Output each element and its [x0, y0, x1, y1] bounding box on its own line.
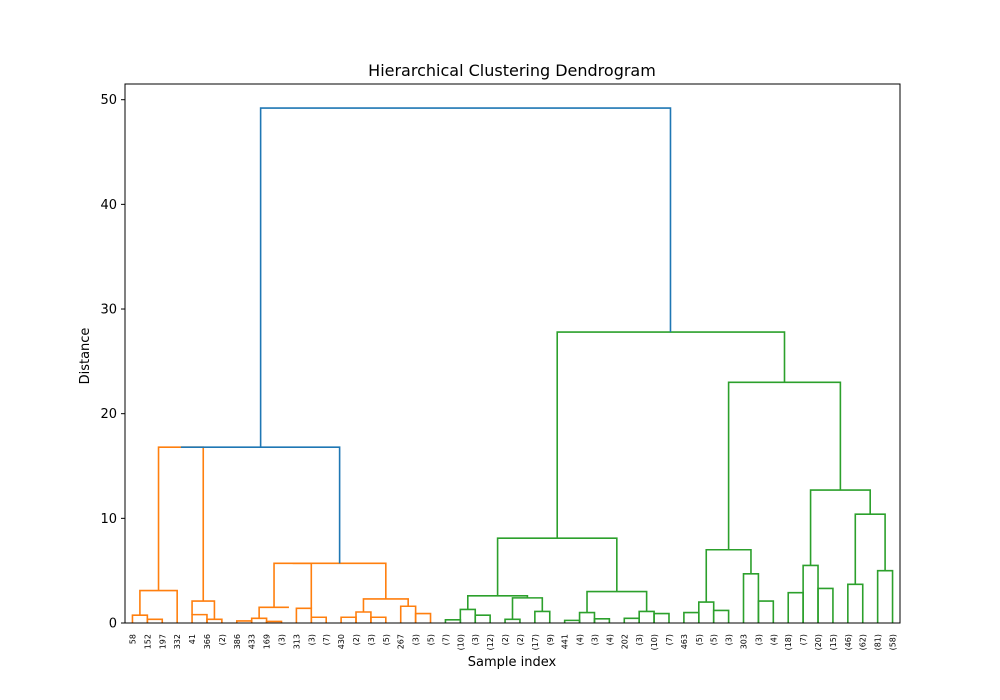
y-tick-label: 0 — [109, 617, 117, 632]
dendrogram-link — [705, 548, 752, 603]
leaf-label: 386 — [233, 634, 242, 649]
leaf-label: (4) — [769, 634, 778, 645]
dendrogram-link — [206, 618, 223, 623]
leaf-label: (17) — [531, 634, 540, 650]
chart-title: Hierarchical Clustering Dendrogram — [368, 61, 656, 80]
leaf-label: (5) — [695, 634, 704, 645]
dendrogram-link — [474, 614, 491, 623]
leaf-label: 430 — [337, 634, 346, 649]
dendrogram-link — [259, 107, 672, 448]
leaf-label: 332 — [173, 634, 182, 649]
leaf-label: 303 — [740, 634, 749, 649]
leaf-label: 433 — [248, 634, 257, 649]
leaf-label: (7) — [441, 634, 450, 645]
dendrogram-link — [265, 620, 283, 623]
x-axis-label: Sample index — [468, 655, 557, 670]
leaf-label: 313 — [292, 634, 301, 649]
dendrogram-link — [809, 489, 871, 566]
leaf-label: 463 — [680, 634, 689, 649]
leaf-label: 366 — [203, 634, 212, 649]
leaf-label: (20) — [814, 634, 823, 650]
leaf-label: (5) — [427, 634, 436, 645]
y-axis-label: Distance — [78, 328, 93, 385]
dendrogram-link — [146, 618, 164, 623]
y-tick-label: 40 — [100, 198, 117, 213]
dendrogram-link — [504, 618, 521, 623]
leaf-label: (7) — [799, 634, 808, 645]
plot-frame — [124, 83, 901, 624]
x-axis-leaf-labels: 58 152 197 332 41 366 (2) 386 433 169 (3) 313 (3) (7)… — [128, 634, 897, 650]
leaf-label: (2) — [218, 634, 227, 645]
leaf-label: (15) — [829, 634, 838, 650]
leaf-label: (3) — [471, 634, 480, 645]
y-tick-label: 10 — [100, 512, 117, 527]
leaf-label: (62) — [859, 634, 868, 650]
leaf-label: (5) — [710, 634, 719, 645]
leaf-label: (10) — [456, 634, 465, 650]
leaf-label: 202 — [620, 634, 629, 649]
dendrogram-link — [727, 381, 842, 550]
leaf-label: (58) — [889, 634, 898, 650]
dendrogram-link — [258, 606, 289, 619]
dendrogram-link — [742, 573, 760, 623]
dendrogram-link — [653, 612, 670, 623]
dendrogram-link — [876, 569, 894, 623]
leaf-label: (4) — [576, 634, 585, 645]
dendrogram-link — [817, 587, 834, 623]
dendrogram-link — [370, 616, 387, 623]
dendrogram-link — [534, 610, 551, 623]
leaf-label: (3) — [635, 634, 644, 645]
dendrogram-link — [273, 562, 313, 609]
leaf-label: (7) — [322, 634, 331, 645]
leaf-label: (2) — [516, 634, 525, 645]
leaf-label: (3) — [412, 634, 421, 645]
leaf-label: (10) — [650, 634, 659, 650]
leaf-label: 441 — [561, 634, 570, 649]
dendrogram-link — [414, 612, 432, 623]
y-tick-label: 50 — [100, 93, 117, 108]
leaf-label: (12) — [486, 634, 495, 650]
dendrogram-links — [131, 107, 894, 623]
leaf-label: (3) — [277, 634, 286, 645]
leaf-label: (7) — [665, 634, 674, 645]
leaf-label: (5) — [382, 634, 391, 645]
leaf-label: (18) — [784, 634, 793, 650]
leaf-label: 152 — [143, 634, 152, 649]
dendrogram-link — [757, 600, 775, 623]
dendrogram-link — [712, 609, 730, 623]
leaf-label: (81) — [874, 634, 883, 650]
dendrogram-link — [556, 331, 786, 539]
leaf-label: (2) — [352, 634, 361, 645]
dendrogram-link — [295, 607, 313, 623]
dendrogram-link — [586, 590, 648, 613]
leaf-label: 58 — [128, 634, 137, 644]
dendrogram-link — [180, 446, 341, 564]
leaf-label: 169 — [263, 634, 272, 649]
y-tick-label: 20 — [100, 407, 117, 422]
leaf-label: 267 — [397, 634, 406, 649]
leaf-label: (2) — [501, 634, 510, 645]
leaf-label: (3) — [367, 634, 376, 645]
leaf-label: (46) — [844, 634, 853, 650]
leaf-label: (4) — [605, 634, 614, 645]
dendrogram-link — [593, 618, 611, 623]
dendrogram-link — [847, 583, 864, 623]
y-axis: 0 10 20 30 40 50 — [100, 93, 125, 632]
y-tick-label: 30 — [100, 303, 117, 318]
dendrogram-link — [292, 562, 387, 599]
leaf-label: (3) — [754, 634, 763, 645]
dendrogram-link — [310, 616, 328, 623]
leaf-label: (9) — [546, 634, 555, 645]
dendrogram-link — [511, 597, 544, 620]
leaf-label: (3) — [725, 634, 734, 645]
leaf-label: (3) — [307, 634, 316, 645]
leaf-label: 41 — [188, 634, 197, 644]
leaf-label: (3) — [590, 634, 599, 645]
leaf-label: 197 — [158, 634, 167, 649]
